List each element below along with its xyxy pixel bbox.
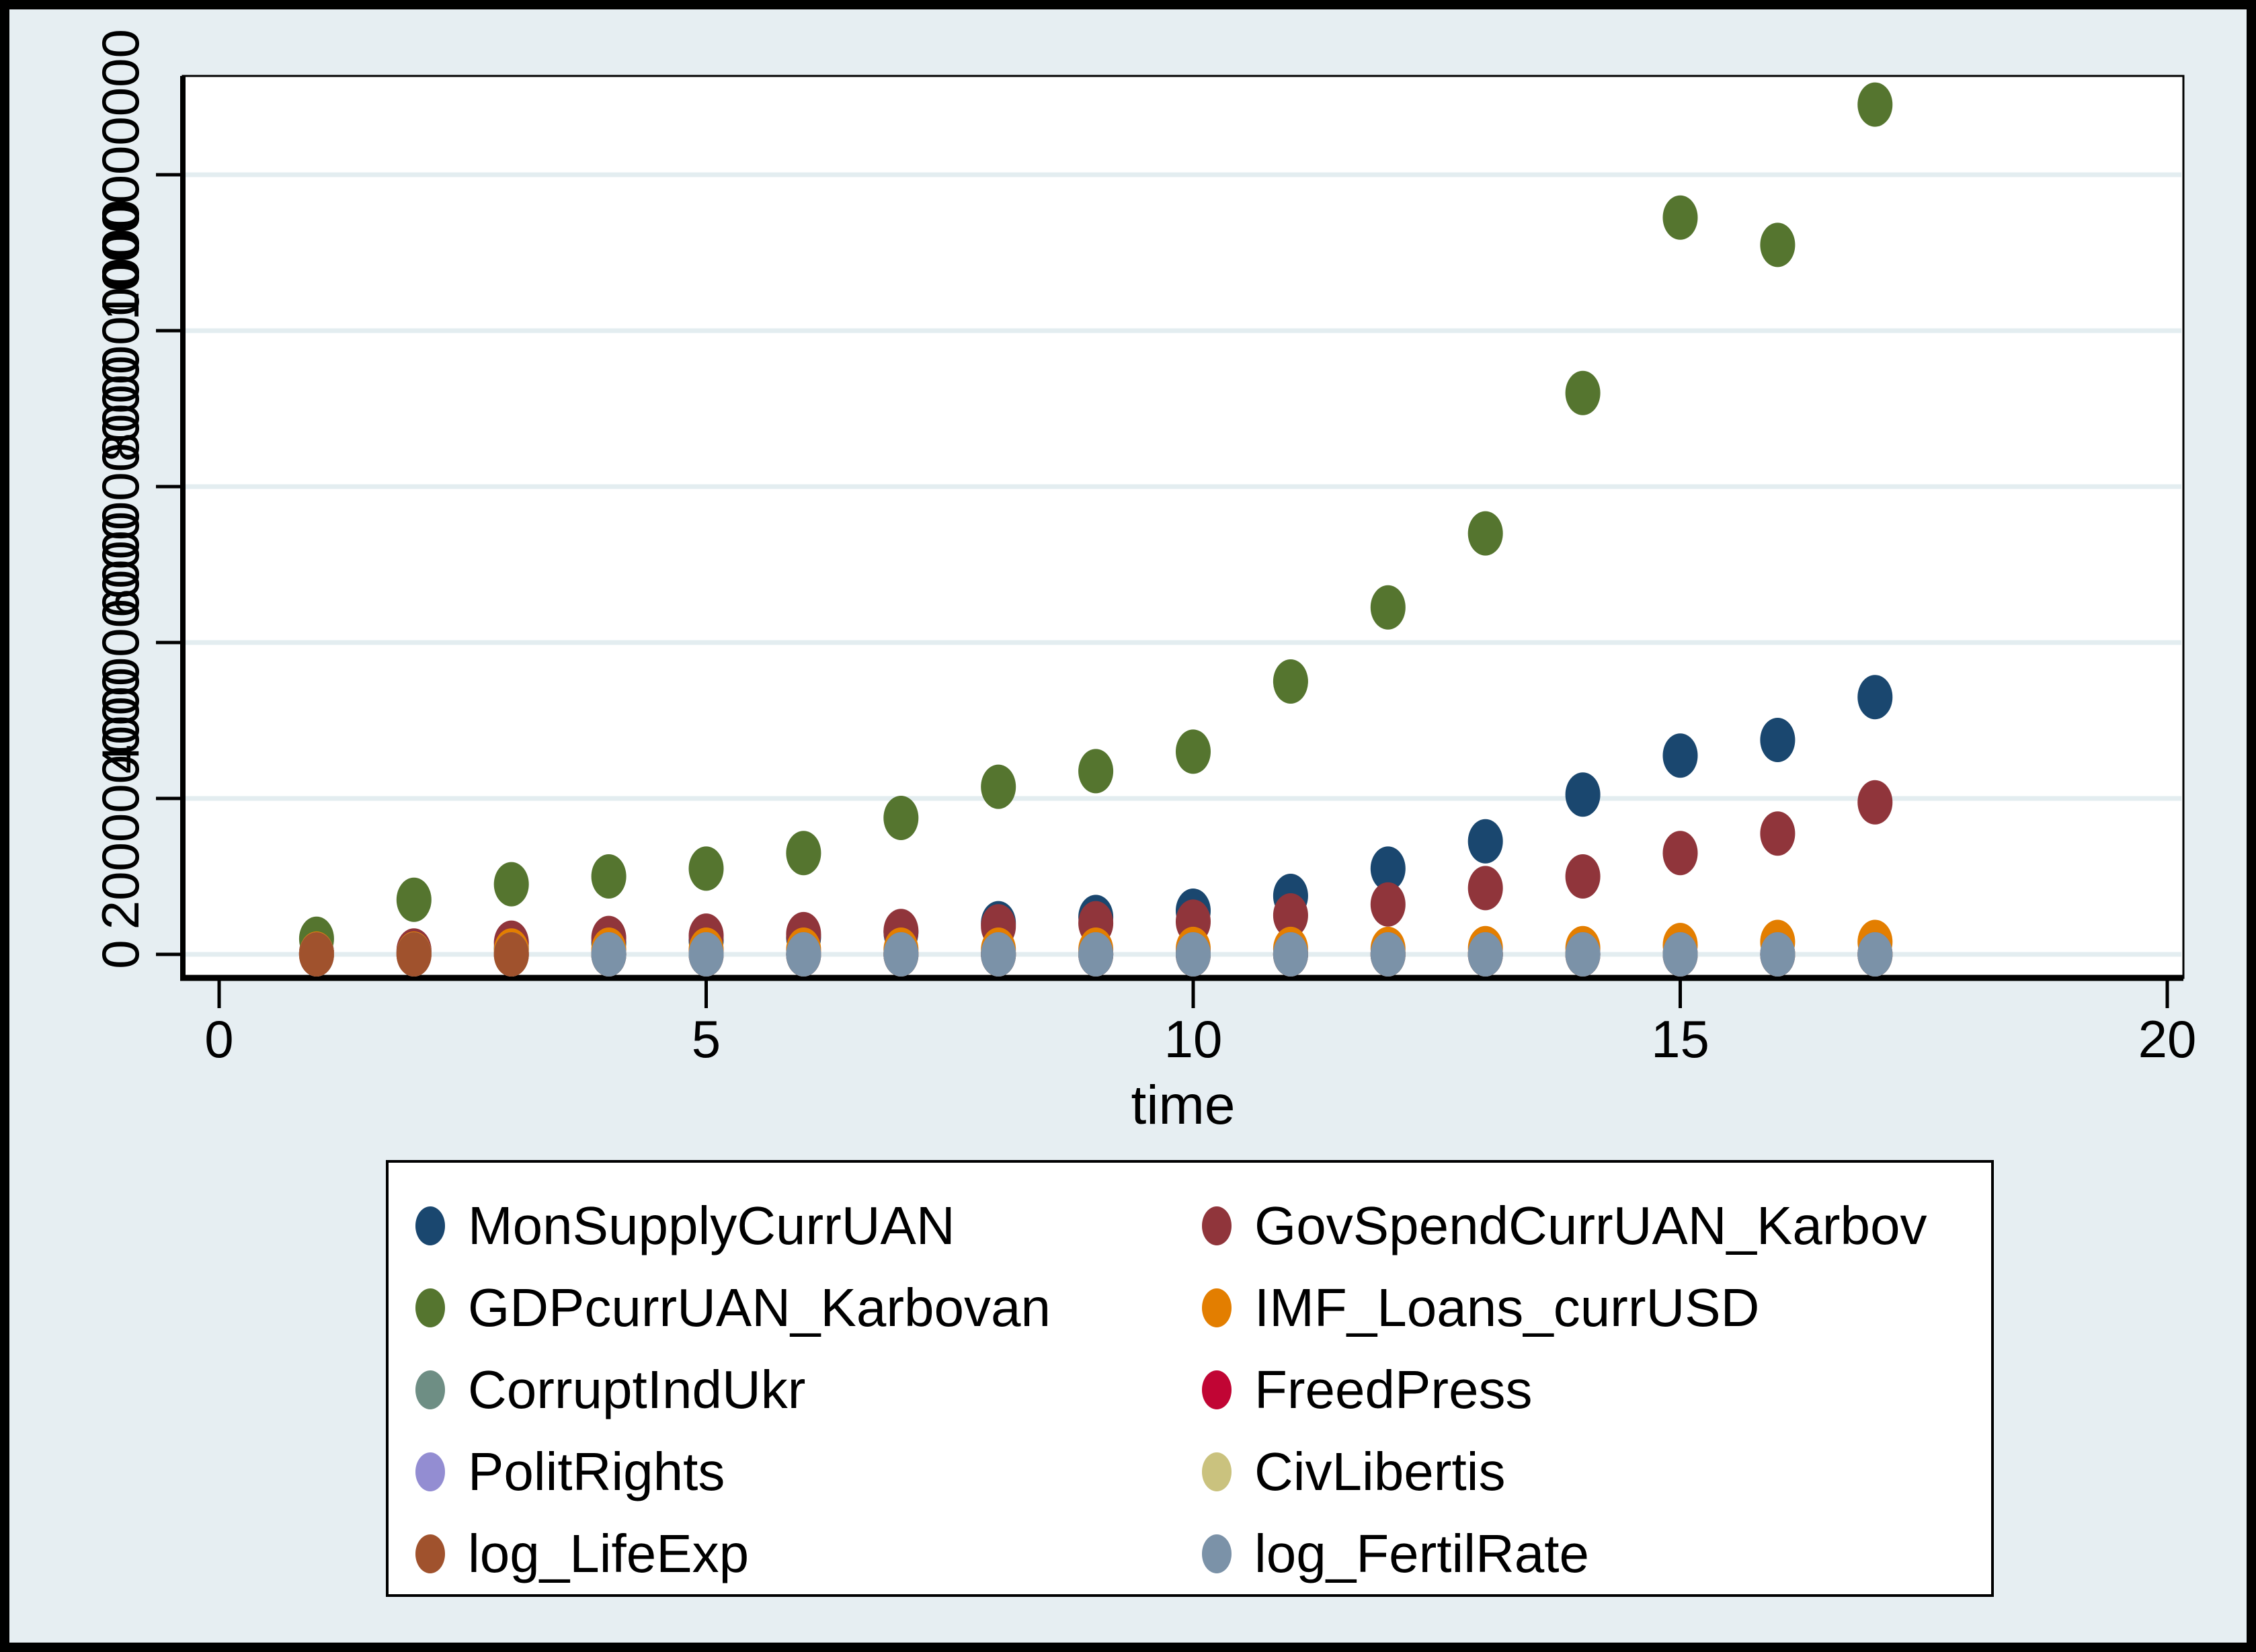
point-log_FertilRate-t15 — [1662, 932, 1698, 977]
point-GDPcurrUAN_Karbovan-t5 — [688, 846, 724, 891]
legend-item-GovSpendCurrUAN_Karbov: GovSpendCurrUAN_Karbov — [1202, 1185, 1991, 1267]
legend-item-IMF_Loans_currUSD: IMF_Loans_currUSD — [1202, 1267, 1991, 1349]
legend-item-log_FertilRate: log_FertilRate — [1202, 1513, 1991, 1595]
point-MonSupplyCurrUAN-t12 — [1370, 846, 1406, 891]
point-log_LifeExp-t1 — [298, 932, 334, 977]
legend-label-CivLibertis: CivLibertis — [1254, 1442, 1506, 1501]
point-GDPcurrUAN_Karbovan-t10 — [1176, 729, 1211, 774]
point-GDPcurrUAN_Karbovan-t16 — [1760, 222, 1796, 267]
point-log_FertilRate-t8 — [981, 932, 1016, 977]
legend-item-GDPcurrUAN_Karbovan: GDPcurrUAN_Karbovan — [415, 1267, 1202, 1349]
point-GDPcurrUAN_Karbovan-t13 — [1467, 511, 1503, 556]
point-GDPcurrUAN_Karbovan-t14 — [1565, 370, 1601, 415]
point-GDPcurrUAN_Karbovan-t9 — [1078, 749, 1114, 794]
point-MonSupplyCurrUAN-t13 — [1467, 819, 1503, 864]
legend-item-MonSupplyCurrUAN: MonSupplyCurrUAN — [415, 1185, 1202, 1267]
point-GDPcurrUAN_Karbovan-t7 — [883, 796, 919, 840]
legend-item-FreedPress: FreedPress — [1202, 1349, 1991, 1431]
point-GovSpendCurrUAN_Karbov-t15 — [1662, 831, 1698, 876]
legend: MonSupplyCurrUAN GovSpendCurrUAN_Karbov GD… — [386, 1160, 1994, 1597]
legend-marker-MonSupplyCurrUAN — [415, 1206, 445, 1245]
point-GDPcurrUAN_Karbovan-t2 — [396, 877, 432, 922]
legend-label-GovSpendCurrUAN_Karbov: GovSpendCurrUAN_Karbov — [1254, 1196, 1927, 1255]
legend-label-GDPcurrUAN_Karbovan: GDPcurrUAN_Karbovan — [468, 1278, 1051, 1337]
legend-item-log_LifeExp: log_LifeExp — [415, 1513, 1202, 1595]
point-log_FertilRate-t7 — [883, 932, 919, 977]
y-tick-label-800000000: 800000000 — [91, 200, 150, 462]
point-log_FertilRate-t5 — [688, 932, 724, 977]
point-log_FertilRate-t12 — [1370, 932, 1406, 977]
x-tick-label-0: 0 — [204, 1009, 233, 1069]
legend-label-CorruptIndUkr: CorruptIndUkr — [468, 1360, 806, 1419]
point-GDPcurrUAN_Karbovan-t17 — [1857, 82, 1893, 127]
point-log_FertilRate-t13 — [1467, 932, 1503, 977]
point-GDPcurrUAN_Karbovan-t12 — [1370, 585, 1406, 630]
legend-label-MonSupplyCurrUAN: MonSupplyCurrUAN — [468, 1196, 955, 1255]
legend-marker-IMF_Loans_currUSD — [1202, 1288, 1232, 1327]
legend-marker-log_FertilRate — [1202, 1534, 1232, 1573]
y-tick-label-600000000: 600000000 — [91, 356, 150, 618]
point-GovSpendCurrUAN_Karbov-t12 — [1370, 882, 1406, 927]
legend-item-PolitRights: PolitRights — [415, 1431, 1202, 1513]
point-GovSpendCurrUAN_Karbov-t16 — [1760, 811, 1796, 856]
point-GDPcurrUAN_Karbovan-t15 — [1662, 195, 1698, 240]
point-MonSupplyCurrUAN-t16 — [1760, 718, 1796, 762]
point-log_FertilRate-t16 — [1760, 932, 1796, 977]
point-MonSupplyCurrUAN-t15 — [1662, 733, 1698, 778]
x-tick-label-5: 5 — [692, 1009, 721, 1069]
y-tick-label-400000000: 400000000 — [91, 511, 150, 774]
point-MonSupplyCurrUAN-t14 — [1565, 772, 1601, 817]
x-tick-label-20: 20 — [2138, 1009, 2197, 1069]
x-tick-label-10: 10 — [1164, 1009, 1223, 1069]
point-GDPcurrUAN_Karbovan-t11 — [1273, 659, 1308, 704]
point-log_LifeExp-t3 — [493, 932, 529, 977]
y-tick-label-1000000000: 1000000000 — [91, 29, 150, 321]
point-GovSpendCurrUAN_Karbov-t14 — [1565, 854, 1601, 899]
point-log_FertilRate-t6 — [786, 932, 821, 977]
graph-canvas: 0 200000000 400000000 600000000 800000000 100… — [9, 9, 2247, 1643]
scatter-plot: 0200000000400000000600000000800000000100… — [91, 29, 2197, 1136]
point-log_FertilRate-t10 — [1176, 932, 1211, 977]
legend-marker-GovSpendCurrUAN_Karbov — [1202, 1206, 1232, 1245]
legend-marker-FreedPress — [1202, 1370, 1232, 1409]
legend-label-FreedPress: FreedPress — [1254, 1360, 1533, 1419]
legend-item-CorruptIndUkr: CorruptIndUkr — [415, 1349, 1202, 1431]
point-GovSpendCurrUAN_Karbov-t13 — [1467, 866, 1503, 911]
y-tick-label-200000000: 200000000 — [91, 667, 150, 930]
point-MonSupplyCurrUAN-t17 — [1857, 675, 1893, 720]
legend-label-PolitRights: PolitRights — [468, 1442, 725, 1501]
legend-marker-CorruptIndUkr — [415, 1370, 445, 1409]
point-log_LifeExp-t2 — [396, 932, 432, 977]
point-GovSpendCurrUAN_Karbov-t17 — [1857, 780, 1893, 825]
legend-marker-log_LifeExp — [415, 1534, 445, 1573]
point-log_FertilRate-t9 — [1078, 932, 1114, 977]
legend-label-IMF_Loans_currUSD: IMF_Loans_currUSD — [1254, 1278, 1760, 1337]
legend-label-log_FertilRate: log_FertilRate — [1254, 1524, 1590, 1583]
x-axis-title: time — [1131, 1075, 1236, 1136]
point-GovSpendCurrUAN_Karbov-t11 — [1273, 893, 1308, 938]
y-tick-label-0: 0 — [91, 940, 150, 968]
point-log_FertilRate-t14 — [1565, 932, 1601, 977]
legend-marker-CivLibertis — [1202, 1452, 1232, 1491]
point-GDPcurrUAN_Karbovan-t8 — [981, 764, 1016, 809]
legend-marker-GDPcurrUAN_Karbovan — [415, 1288, 445, 1327]
legend-label-log_LifeExp: log_LifeExp — [468, 1524, 750, 1583]
plot-area — [182, 75, 2185, 979]
point-log_FertilRate-t17 — [1857, 932, 1893, 977]
point-log_FertilRate-t4 — [591, 932, 627, 977]
legend-item-CivLibertis: CivLibertis — [1202, 1431, 1991, 1513]
point-GDPcurrUAN_Karbovan-t4 — [591, 854, 627, 899]
point-log_FertilRate-t11 — [1273, 932, 1308, 977]
point-GDPcurrUAN_Karbovan-t3 — [493, 862, 529, 907]
point-GDPcurrUAN_Karbovan-t6 — [786, 831, 821, 876]
x-tick-label-15: 15 — [1651, 1009, 1709, 1069]
legend-marker-PolitRights — [415, 1452, 445, 1491]
